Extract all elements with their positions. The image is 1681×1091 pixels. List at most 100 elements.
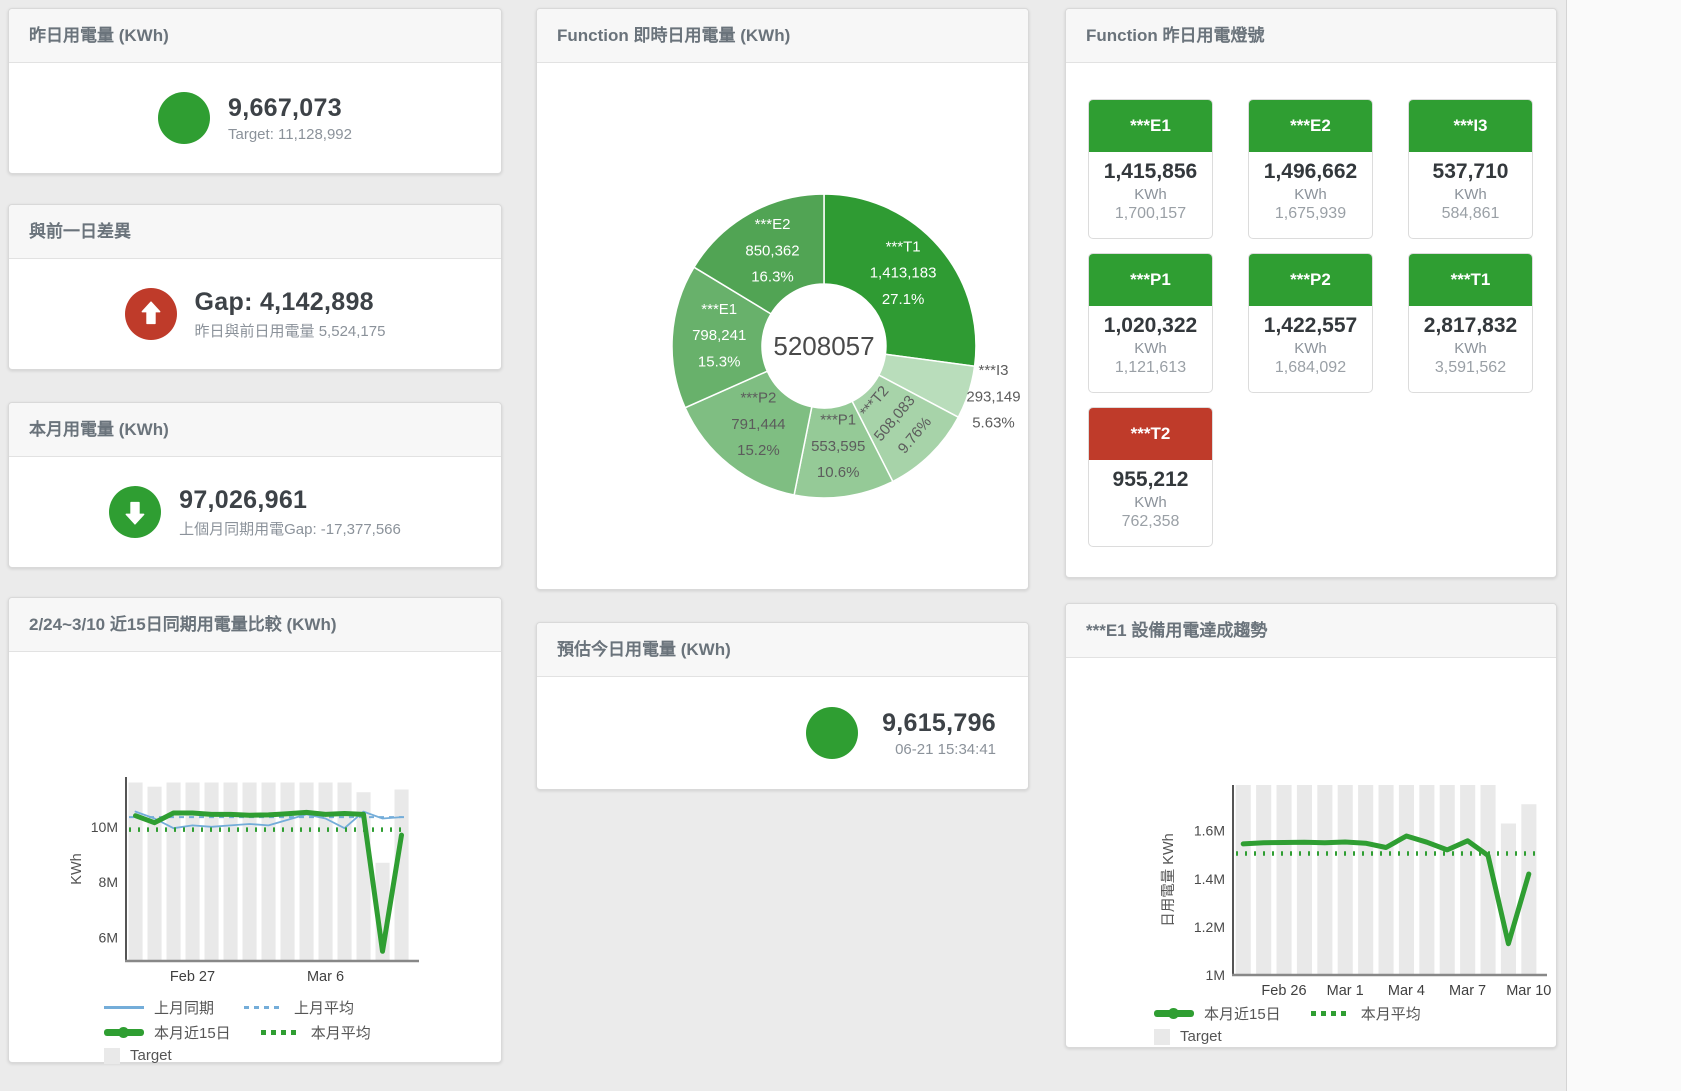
target-bar: [337, 782, 352, 961]
svg-text:日用電量 KWh: 日用電量 KWh: [1161, 833, 1177, 926]
target-bar: [1358, 785, 1374, 975]
tile-target: 584,861: [1441, 205, 1500, 222]
legend-label: Target: [1180, 1028, 1222, 1045]
svg-text:Feb 27: Feb 27: [170, 969, 215, 985]
light-tile: ***I3 537,710 KWh 584,861: [1408, 99, 1533, 239]
kpi-body: 9,615,796 06-21 15:34:41: [537, 677, 1028, 789]
target-bar: [1460, 785, 1476, 975]
legend-swatch-icon: [104, 1047, 120, 1064]
target-bar: [1337, 785, 1353, 975]
legend-item[interactable]: 上月同期: [104, 997, 214, 1018]
tile-target: 1,121,613: [1114, 359, 1187, 376]
tile-value: 1,496,662: [1263, 160, 1358, 183]
tile-status-header: ***I3: [1409, 100, 1532, 152]
target-bar: [204, 782, 219, 961]
svg-text:Mar 10: Mar 10: [1506, 983, 1551, 999]
target-bar: [1235, 785, 1251, 975]
target-bar: [1256, 785, 1272, 975]
legend-item[interactable]: 本月平均: [260, 1022, 371, 1043]
card-15day-compare: 2/24~3/10 近15日同期用電量比較 (KWh) 6M 8M 10M Feb 2…: [8, 597, 502, 1064]
donut-slice[interactable]: [684, 370, 813, 496]
target-bar: [1419, 785, 1435, 975]
donut-slice-label: ***P2 791,444 15.2%: [731, 390, 785, 460]
target-bar: [1317, 785, 1333, 975]
kpi-body: Gap: 4,142,898 昨日與前日用電量 5,524,175: [9, 259, 501, 369]
legend-item[interactable]: 本月近15日: [1154, 1003, 1281, 1024]
legend-swatch-icon: [1154, 1028, 1170, 1045]
legend-label: 本月平均: [310, 1025, 371, 1042]
card-title: Function 昨日用電燈號: [1066, 9, 1556, 63]
svg-text:1.4M: 1.4M: [1194, 871, 1225, 887]
compare-chart[interactable]: 6M 8M 10M Feb 27 Mar 6 KWh: [9, 719, 501, 995]
card-yesterday-lights: Function 昨日用電燈號 ***E1 1,415,856 KWh 1,70…: [1065, 8, 1557, 578]
card-title: 預估今日用電量 (KWh): [537, 623, 1028, 677]
svg-text:1.2M: 1.2M: [1194, 919, 1225, 935]
kpi-target: Target: 11,128,992: [228, 125, 352, 143]
target-bar: [261, 782, 276, 961]
card-title: 2/24~3/10 近15日同期用電量比較 (KWh): [9, 598, 501, 652]
card-day-gap: 與前一日差異 Gap: 4,142,898 昨日與前日用電量 5,524,175: [8, 204, 502, 370]
tile-value: 1,415,856: [1103, 160, 1198, 183]
arrow-down-icon: [109, 486, 162, 538]
donut-slice[interactable]: [692, 193, 825, 315]
target-bar: [1276, 785, 1292, 975]
svg-text:1.6M: 1.6M: [1194, 823, 1225, 839]
target-bar: [1500, 823, 1516, 975]
svg-text:8M: 8M: [99, 874, 118, 890]
light-tile: ***E2 1,496,662 KWh 1,675,939: [1248, 99, 1373, 239]
tile-value: 2,817,832: [1423, 314, 1518, 337]
donut-slice-label: ***E2 850,362 16.3%: [745, 216, 799, 286]
target-bar: [1398, 785, 1414, 975]
legend-item[interactable]: Target: [104, 1047, 172, 1064]
legend-item[interactable]: Target: [1154, 1028, 1222, 1045]
donut-slice[interactable]: [671, 266, 773, 409]
legend-swatch-icon: [104, 1006, 144, 1009]
lights-grid: ***E1 1,415,856 KWh 1,700,157 ***E2 1,49…: [1066, 63, 1556, 547]
kpi-value: Gap: 4,142,898: [194, 287, 374, 316]
legend-label: 上月同期: [154, 1000, 215, 1017]
svg-text:Mar 4: Mar 4: [1388, 983, 1425, 999]
legend-item[interactable]: 本月近15日: [104, 1022, 231, 1043]
target-bar: [147, 786, 162, 961]
svg-text:1M: 1M: [1206, 967, 1225, 983]
card-realtime-donut: Function 即時日用電量 (KWh) ***T1 1,413,183 27.1…: [536, 8, 1029, 590]
target-bar: [394, 789, 409, 961]
target-bar: [128, 782, 143, 961]
donut-slice-label: ***T1 1,413,183 27.1%: [870, 238, 937, 308]
tile-target: 1,675,939: [1274, 205, 1347, 222]
svg-text:10M: 10M: [91, 819, 118, 835]
legend-item[interactable]: 上月平均: [244, 997, 354, 1018]
donut-slice-label: ***E1 798,241 15.3%: [692, 301, 746, 371]
tile-status-header: ***P1: [1089, 254, 1212, 306]
donut-chart[interactable]: ***T1 1,413,183 27.1%***I3 293,149 5.63%***T…: [537, 63, 1028, 590]
target-bar: [318, 782, 333, 961]
legend-label: Target: [130, 1047, 172, 1064]
target-bar: [1378, 785, 1394, 975]
tile-target: 1,700,157: [1114, 205, 1187, 222]
target-bar: [185, 782, 200, 961]
status-circle-icon: [806, 707, 858, 759]
tile-status-header: ***E2: [1249, 100, 1372, 152]
donut-center-total: 5208057: [773, 331, 874, 361]
donut-slice-label: ***P1 553,595 10.6%: [811, 412, 865, 482]
trend-chart[interactable]: 1M 1.2M 1.4M 1.6M Feb 26 Mar 1 Mar 4 Mar 7 Mar 1…: [1066, 661, 1556, 1001]
light-tile: ***P1 1,020,322 KWh 1,121,613: [1088, 253, 1213, 393]
svg-text:Mar 1: Mar 1: [1327, 983, 1364, 999]
legend-swatch-icon: [104, 1027, 144, 1038]
tile-unit: KWh: [1134, 186, 1167, 203]
legend-item[interactable]: 本月平均: [1310, 1003, 1421, 1024]
kpi-subtitle: 昨日與前日用電量 5,524,175: [194, 322, 386, 340]
kpi-body: 97,026,961 上個月同期用電Gap: -17,377,566: [9, 457, 501, 567]
tile-target: 1,684,092: [1274, 359, 1347, 376]
target-bar: [166, 782, 181, 961]
legend-swatch-icon: [1310, 1011, 1351, 1016]
status-circle-icon: [158, 92, 210, 144]
donut-slice[interactable]: [823, 193, 977, 368]
tile-unit: KWh: [1134, 494, 1167, 511]
target-bar: [1439, 785, 1455, 975]
svg-text:Mar 6: Mar 6: [307, 969, 344, 985]
legend-swatch-icon: [1154, 1008, 1194, 1019]
tile-unit: KWh: [1454, 186, 1487, 203]
tile-status-header: ***P2: [1249, 254, 1372, 306]
